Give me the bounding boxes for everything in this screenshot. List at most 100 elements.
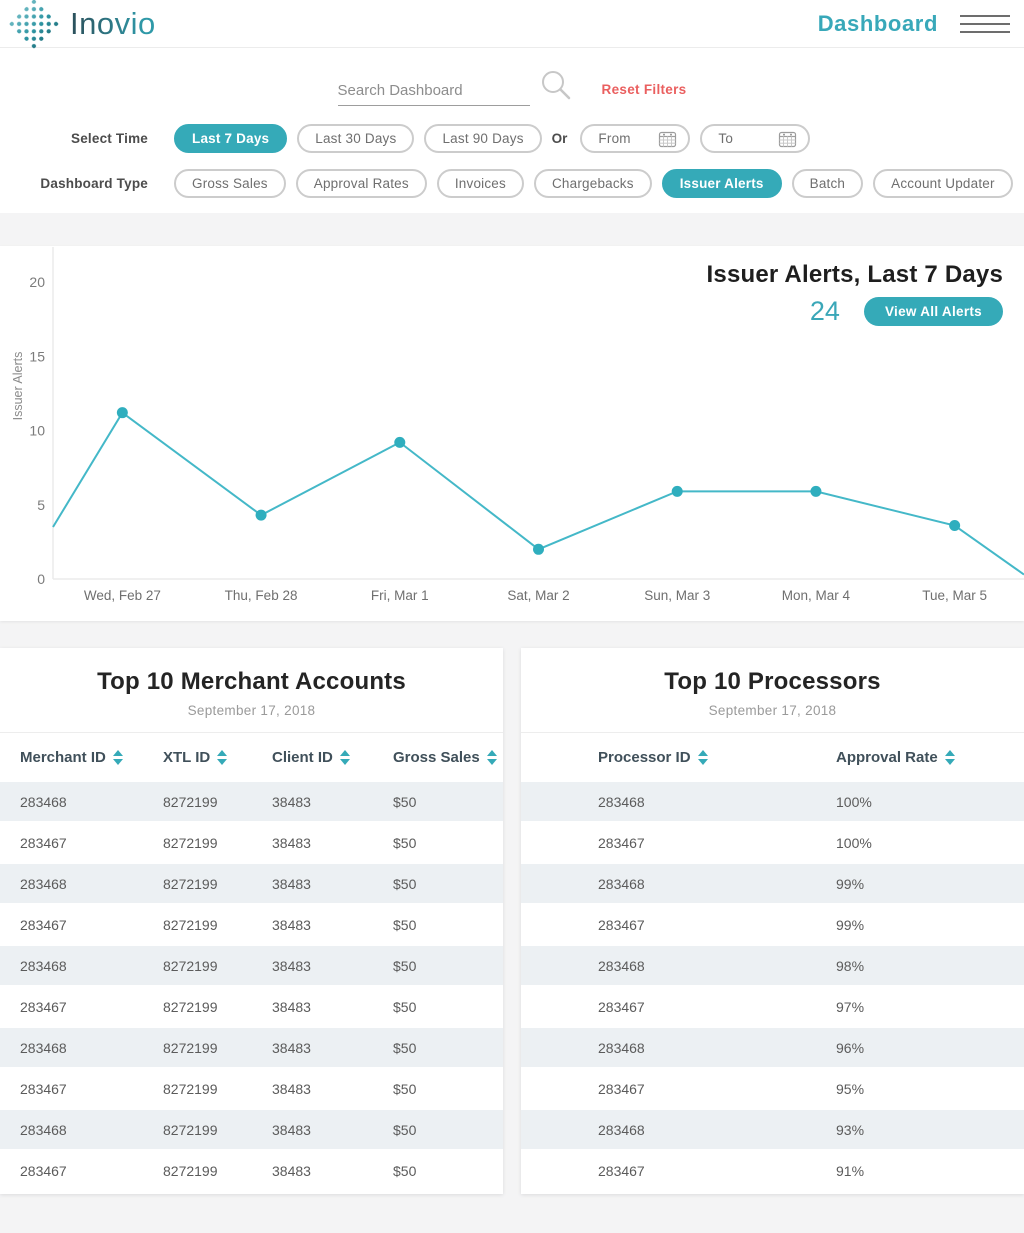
- processors-card: Top 10 Processors September 17, 2018 Pro…: [521, 648, 1024, 1194]
- cell: $50: [393, 1162, 417, 1179]
- type-filter-account-updater[interactable]: Account Updater: [873, 169, 1013, 198]
- column-header-xtl-id[interactable]: XTL ID: [163, 749, 272, 766]
- merchant-table-header: Merchant ID XTL ID Client ID Gross Sales: [0, 733, 503, 782]
- type-filter-chargebacks[interactable]: Chargebacks: [533, 169, 652, 198]
- table-row: 283467 8272199 38483 $50: [0, 987, 503, 1028]
- cell: 97%: [836, 998, 865, 1015]
- dashboard-type-row: Dashboard Type Gross Sales Approval Rates…: [0, 169, 1024, 198]
- type-filter-invoices[interactable]: Invoices: [436, 169, 524, 198]
- cell: 283468: [20, 793, 67, 810]
- cell: 283467: [598, 916, 645, 933]
- reset-filters-link[interactable]: Reset Filters: [601, 82, 687, 97]
- cell: 38483: [272, 957, 311, 974]
- dashboard-type-label: Dashboard Type: [40, 176, 148, 191]
- table-row: 283467 95%: [521, 1069, 1024, 1110]
- date-to-picker[interactable]: To: [700, 124, 811, 153]
- cell: 283468: [20, 957, 67, 974]
- x-axis-label: Tue, Mar 5: [922, 588, 987, 603]
- cell: 283467: [20, 834, 67, 851]
- search-icon[interactable]: [540, 69, 572, 106]
- cell: 283468: [598, 793, 645, 810]
- merchant-table-body: 283468 8272199 38483 $50 283467 8272199 38483 $…: [0, 782, 503, 1192]
- y-tick-label: 0: [37, 571, 45, 587]
- table-row: 283467 8272199 38483 $50: [0, 1069, 503, 1110]
- column-header-label: Approval Rate: [836, 749, 938, 766]
- cell: 8272199: [163, 916, 218, 933]
- type-filter-gross-sales[interactable]: Gross Sales: [174, 169, 286, 198]
- processors-table-body: 283468 100% 283467 100% 283468 99% 283467 99% 28…: [521, 782, 1024, 1192]
- processors-table-title: Top 10 Processors: [664, 668, 881, 695]
- cell: 98%: [836, 957, 865, 974]
- from-label: From: [598, 131, 631, 146]
- cell: $50: [393, 916, 417, 933]
- filter-panel: Reset Filters Select Time Last 7 Days Las…: [0, 48, 1024, 213]
- table-row: 283468 93%: [521, 1110, 1024, 1151]
- chart-point: [394, 436, 406, 448]
- table-row: 283468 99%: [521, 864, 1024, 905]
- hamburger-menu-icon[interactable]: [960, 11, 1010, 37]
- column-header-client-id[interactable]: Client ID: [272, 749, 393, 766]
- cell: 8272199: [163, 834, 218, 851]
- view-all-alerts-button[interactable]: View All Alerts: [863, 297, 1003, 326]
- cell: 95%: [836, 1080, 865, 1097]
- cell: 283467: [20, 916, 67, 933]
- cell: 100%: [836, 793, 872, 810]
- calendar-icon: [659, 131, 677, 147]
- y-tick-label: 20: [29, 274, 45, 290]
- merchant-table-date: September 17, 2018: [187, 703, 316, 718]
- search-row: Reset Filters: [0, 66, 1024, 106]
- cell: 8272199: [163, 1162, 218, 1179]
- cell: 91%: [836, 1162, 865, 1179]
- column-header-processor-id[interactable]: Processor ID: [598, 749, 836, 766]
- time-filter-last-30-days[interactable]: Last 30 Days: [297, 124, 415, 153]
- type-filter-batch[interactable]: Batch: [791, 169, 864, 198]
- y-tick-label: 5: [37, 497, 45, 513]
- column-header-approval-rate[interactable]: Approval Rate: [836, 749, 1024, 766]
- brand-logo[interactable]: Inovio: [8, 0, 156, 50]
- column-header-label: Merchant ID: [20, 749, 106, 766]
- column-header-merchant-id[interactable]: Merchant ID: [20, 749, 163, 766]
- column-header-gross-sales[interactable]: Gross Sales: [393, 749, 503, 766]
- time-filter-last-90-days[interactable]: Last 90 Days: [424, 124, 542, 153]
- select-time-label: Select Time: [71, 131, 148, 146]
- processors-table-header: Processor ID Approval Rate: [521, 733, 1024, 782]
- table-row: 283467 8272199 38483 $50: [0, 823, 503, 864]
- time-filter-last-7-days[interactable]: Last 7 Days: [174, 124, 288, 153]
- table-row: 283467 97%: [521, 987, 1024, 1028]
- cell: 93%: [836, 1121, 865, 1138]
- cell: 283468: [598, 1121, 645, 1138]
- date-from-picker[interactable]: From: [580, 124, 691, 153]
- merchant-accounts-card: Top 10 Merchant Accounts September 17, 2…: [0, 648, 503, 1194]
- chart-point: [533, 543, 544, 555]
- cell: 8272199: [163, 998, 218, 1015]
- cell: 38483: [272, 1080, 311, 1097]
- chart-point: [810, 485, 822, 497]
- sort-icon: [339, 750, 350, 765]
- search-input[interactable]: [337, 78, 530, 106]
- cell: 283468: [598, 957, 645, 974]
- cell: 283468: [598, 875, 645, 892]
- sort-icon: [217, 750, 228, 765]
- column-header-label: Client ID: [272, 749, 333, 766]
- type-filter-issuer-alerts[interactable]: Issuer Alerts: [661, 169, 782, 198]
- type-filter-approval-rates[interactable]: Approval Rates: [295, 169, 427, 198]
- table-row: 283468 98%: [521, 946, 1024, 987]
- column-header-label: Gross Sales: [393, 749, 480, 766]
- table-row: 283468 8272199 38483 $50: [0, 1028, 503, 1069]
- cell: $50: [393, 1039, 417, 1056]
- page-title: Dashboard: [817, 10, 938, 36]
- sort-icon: [486, 750, 497, 765]
- table-row: 283468 100%: [521, 782, 1024, 823]
- or-label: Or: [551, 131, 568, 146]
- x-axis-label: Fri, Mar 1: [371, 588, 429, 603]
- cell: 38483: [272, 1039, 311, 1056]
- cell: 38483: [272, 793, 311, 810]
- chart-point: [255, 509, 267, 521]
- cell: 8272199: [163, 1039, 218, 1056]
- cell: $50: [393, 834, 417, 851]
- cell: 38483: [272, 834, 311, 851]
- chart-point: [671, 485, 683, 497]
- cell: 283467: [20, 1080, 67, 1097]
- cell: 99%: [836, 875, 865, 892]
- cell: 100%: [836, 834, 872, 851]
